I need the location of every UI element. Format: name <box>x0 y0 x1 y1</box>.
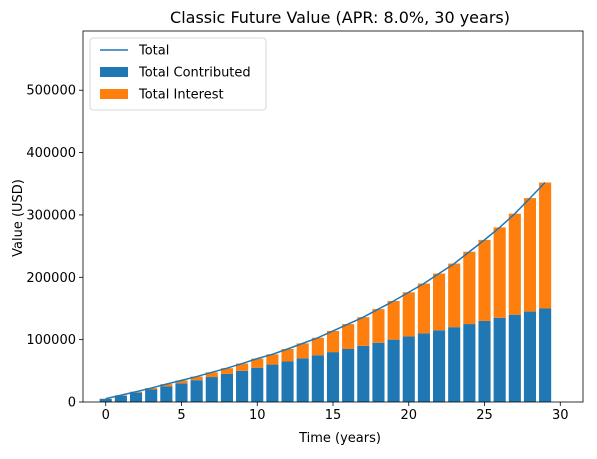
y-tick-label: 500000 <box>26 84 76 99</box>
interest-bar <box>463 252 475 324</box>
legend-swatch-1 <box>100 67 128 77</box>
chart-title: Classic Future Value (APR: 8.0%, 30 year… <box>170 8 510 27</box>
legend-label-1: Total Contributed <box>138 66 251 81</box>
interest-bar <box>539 183 551 309</box>
interest-bar <box>357 317 369 346</box>
contributed-bar <box>251 368 263 402</box>
contributed-bar <box>145 390 157 402</box>
interest-bar <box>388 301 400 340</box>
contributed-bar <box>433 330 445 402</box>
contributed-bar <box>372 343 384 402</box>
contributed-bar <box>327 352 339 402</box>
contributed-bar <box>524 312 536 402</box>
legend-label-0: Total <box>138 44 169 59</box>
interest-bar <box>524 198 536 311</box>
x-tick-label: 30 <box>552 408 569 423</box>
x-tick-label: 15 <box>325 408 342 423</box>
y-axis-label: Value (USD) <box>11 179 26 257</box>
contributed-bar <box>494 318 506 402</box>
interest-bar <box>312 338 324 355</box>
y-tick-label: 100000 <box>26 333 76 348</box>
contributed-bar <box>281 361 293 402</box>
contributed-bar <box>206 377 218 402</box>
contributed-bar <box>388 340 400 402</box>
contributed-bar <box>509 315 521 402</box>
contributed-bar <box>297 358 309 402</box>
y-tick-label: 0 <box>68 396 76 411</box>
contributed-bar <box>342 349 354 402</box>
contributed-bar <box>236 371 248 402</box>
contributed-bar <box>221 374 233 402</box>
x-tick-label: 10 <box>249 408 266 423</box>
contributed-bar <box>312 355 324 402</box>
x-tick-label: 25 <box>476 408 493 423</box>
y-tick-label: 200000 <box>26 271 76 286</box>
contributed-bar <box>160 386 172 402</box>
contributed-bar <box>175 383 187 402</box>
contributed-bar <box>130 393 142 402</box>
contributed-bar <box>357 346 369 402</box>
legend-label-2: Total Interest <box>138 88 224 103</box>
interest-bar <box>372 309 384 343</box>
interest-bar <box>509 214 521 315</box>
contributed-bar <box>191 380 203 402</box>
interest-bar <box>448 264 460 328</box>
y-tick-label: 300000 <box>26 208 76 223</box>
interest-bar <box>478 240 490 321</box>
contributed-bar <box>403 337 415 402</box>
interest-bar <box>433 274 445 331</box>
interest-bar <box>418 284 430 334</box>
x-axis-label: Time (years) <box>298 431 381 446</box>
contributed-bar <box>463 324 475 402</box>
plot-area: 0 5 10 15 20 25 30 0 100000 200000 300000 400000 500… <box>26 31 583 423</box>
legend-swatch-2 <box>100 89 128 99</box>
contributed-bar <box>418 333 430 402</box>
x-tick-label: 20 <box>400 408 417 423</box>
interest-bar <box>494 227 506 317</box>
contributed-bar <box>539 308 551 402</box>
x-tick-label: 5 <box>177 408 185 423</box>
interest-bar <box>327 331 339 352</box>
contributed-bar <box>448 327 460 402</box>
contributed-bar <box>100 399 112 402</box>
y-tick-label: 400000 <box>26 146 76 161</box>
interest-bar <box>342 324 354 349</box>
contributed-bar <box>478 321 490 402</box>
interest-bar <box>403 292 415 336</box>
x-tick-label: 0 <box>102 408 110 423</box>
contributed-bar <box>266 365 278 402</box>
